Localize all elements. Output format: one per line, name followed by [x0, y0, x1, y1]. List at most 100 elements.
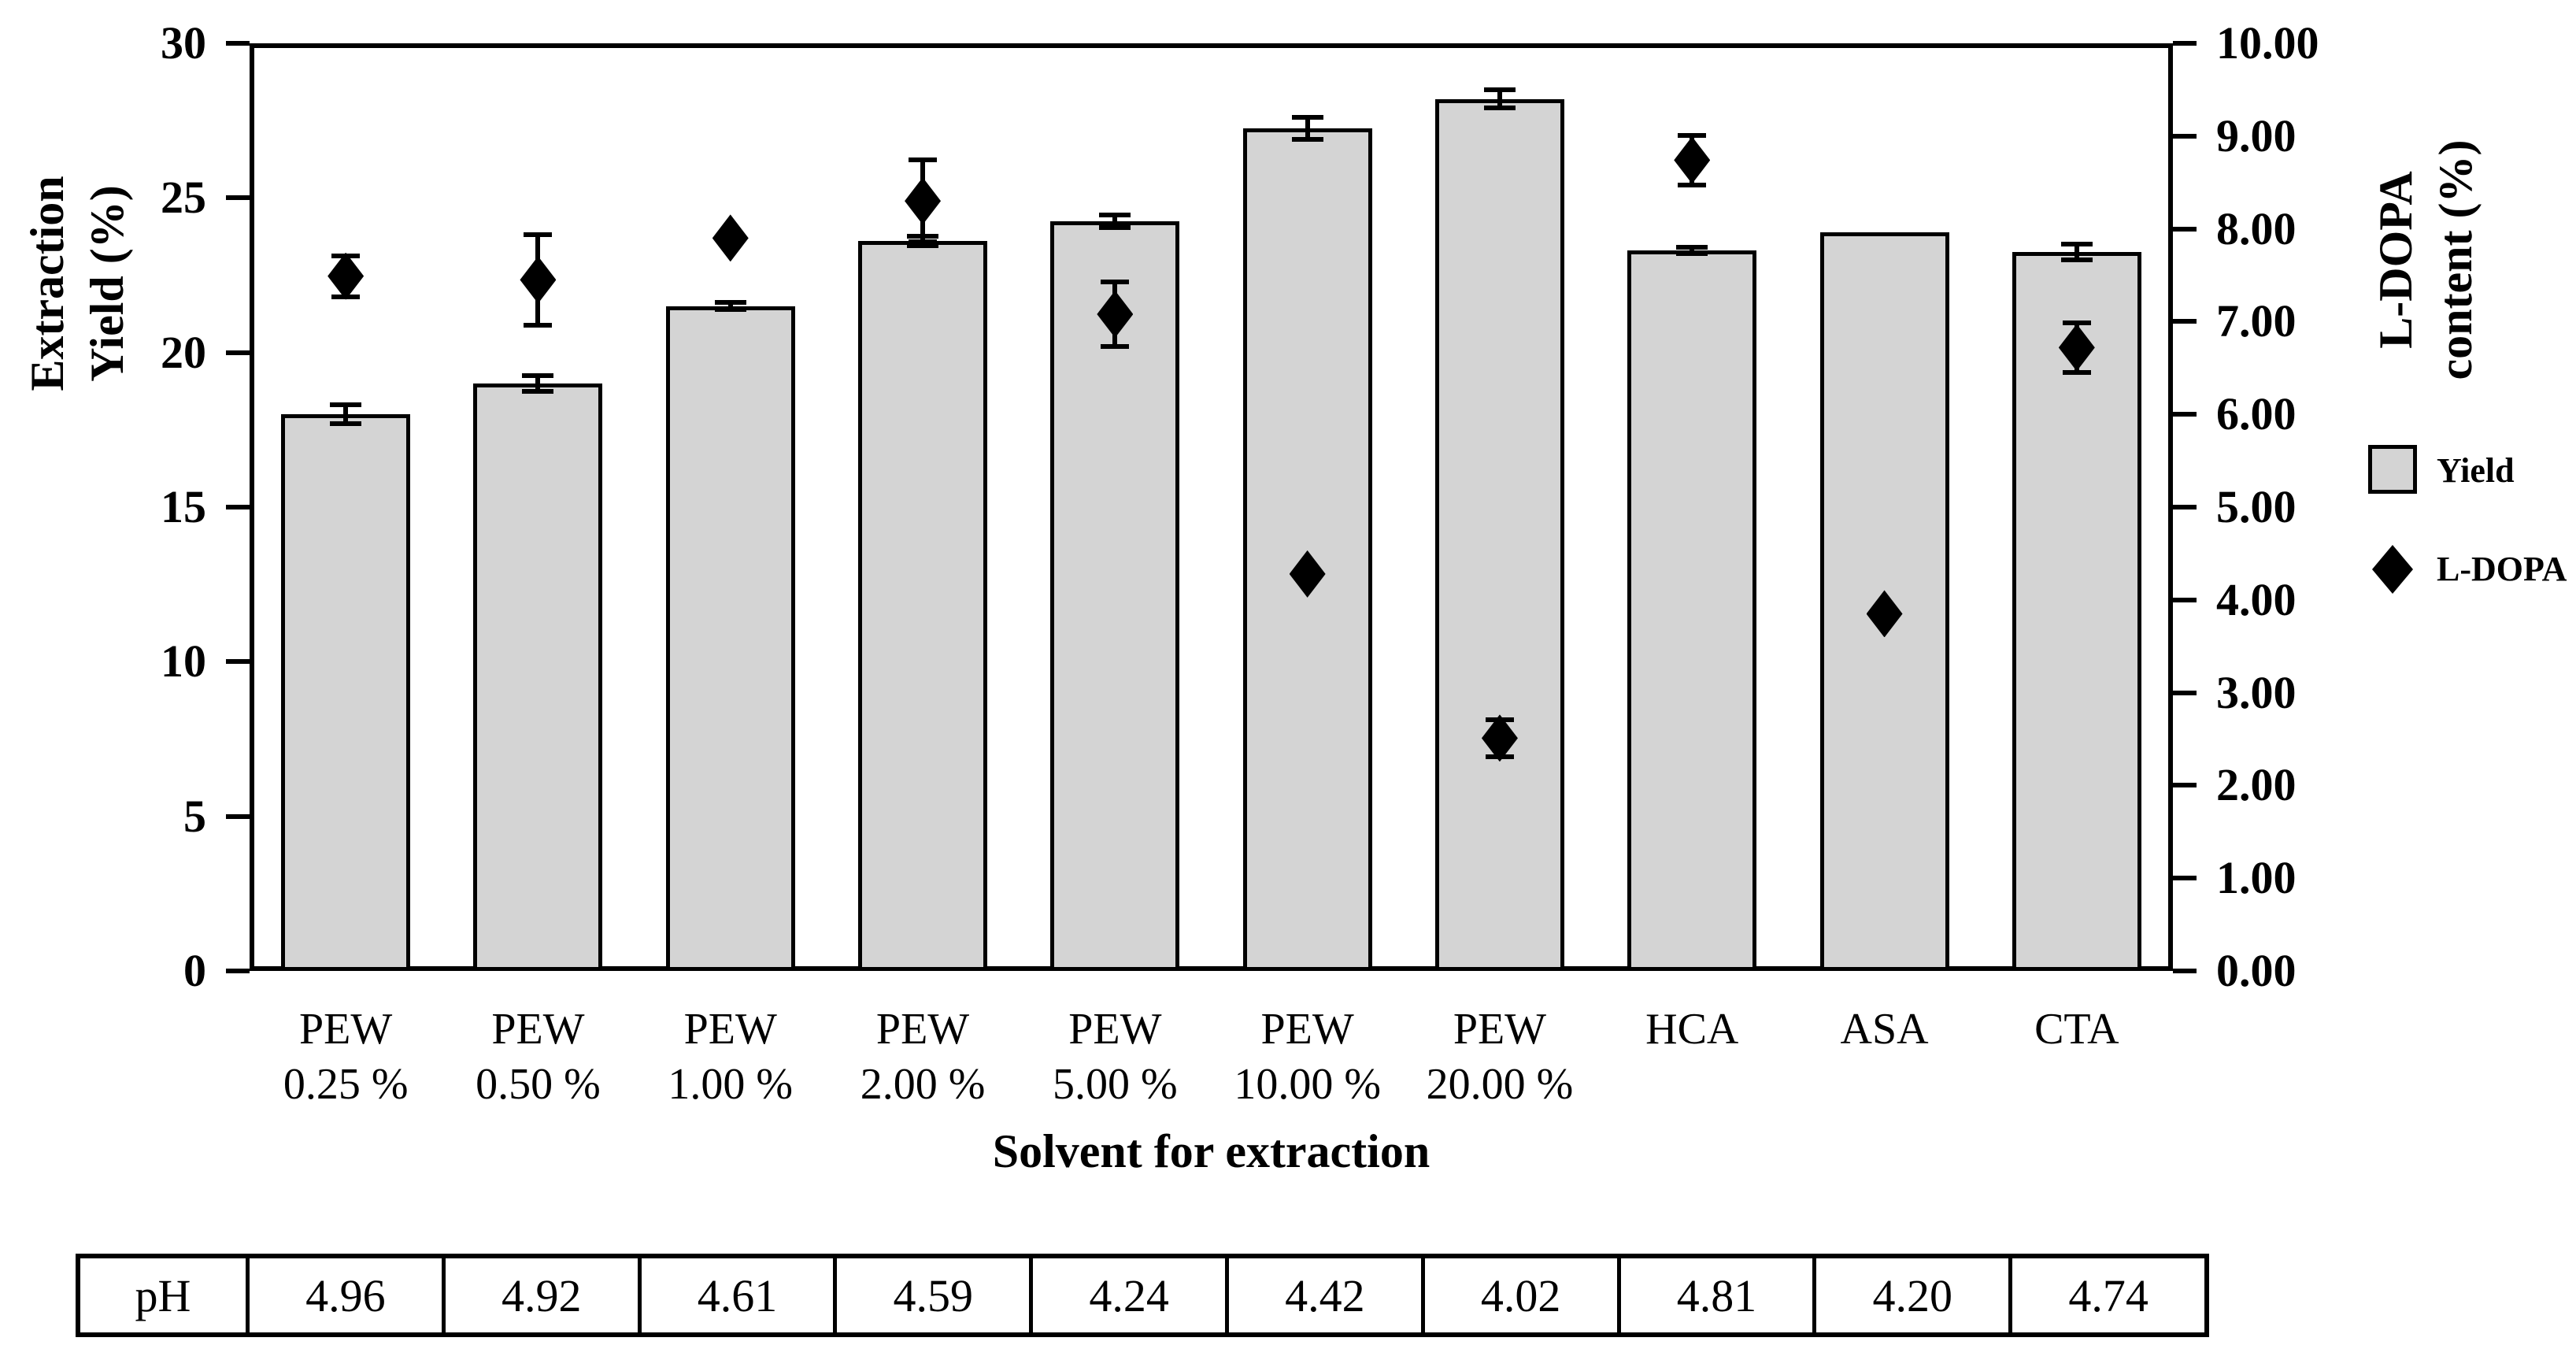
ldopa-error-cap-top [1678, 132, 1707, 138]
yield-bar [1242, 128, 1372, 971]
category-label: PEW 1.00 % [635, 1002, 827, 1112]
left-axis-title-line2: Yield (%) [81, 185, 133, 382]
category-label-line: PEW [1260, 1005, 1354, 1054]
category-label-line: 20.00 % [1426, 1060, 1574, 1109]
category-label: CTA [1981, 1002, 2173, 1057]
right-axis-tick [2173, 597, 2197, 602]
category-label-line: PEW [683, 1005, 777, 1054]
left-axis-tick [226, 195, 250, 201]
category-label: HCA [1596, 1002, 1788, 1057]
yield-error-line [343, 405, 349, 424]
category-label-line: PEW [1453, 1005, 1547, 1054]
ph-table-header: pH [135, 1269, 191, 1321]
left-axis-title-line1: Extraction [21, 176, 73, 391]
left-axis-tick-label: 15 [161, 481, 206, 532]
left-axis-tick-label: 20 [161, 326, 206, 378]
yield-bar [1434, 98, 1564, 971]
yield-error-line [1112, 214, 1118, 228]
ph-value-cell: 4.24 [1029, 1258, 1225, 1332]
right-axis-tick [2173, 133, 2197, 139]
yield-error-cap-top [1676, 245, 1708, 250]
yield-error-line [2074, 244, 2079, 260]
yield-error-line [1305, 117, 1310, 139]
yield-error-cap-top [2060, 242, 2093, 247]
legend-yield-swatch [2368, 445, 2417, 494]
right-axis-tick [2173, 41, 2197, 46]
ph-value-cell: 4.96 [246, 1258, 442, 1332]
category-label: ASA [1788, 1002, 1980, 1057]
left-axis-tick-label: 5 [183, 790, 206, 842]
left-axis-tick-label: 0 [183, 945, 206, 996]
yield-error-cap-bottom [1483, 106, 1516, 111]
right-axis-tick [2173, 319, 2197, 324]
category-label-line: CTA [2034, 1005, 2119, 1054]
x-axis-title: Solvent for extraction [992, 1125, 1430, 1177]
right-axis-tick-label: 2.00 [2216, 759, 2297, 811]
right-axis-tick-label: 3.00 [2216, 666, 2297, 718]
category-label: PEW 5.00 % [1019, 1002, 1211, 1112]
left-axis-tick [226, 41, 250, 46]
ldopa-error-cap-top [524, 232, 553, 237]
yield-bar [281, 414, 411, 971]
right-axis-tick [2173, 783, 2197, 788]
ph-value-cell: 4.81 [1616, 1258, 1813, 1332]
right-axis-tick [2173, 690, 2197, 695]
category-label-line: PEW [491, 1005, 585, 1054]
right-axis-tick [2173, 226, 2197, 232]
ph-value-cell: 4.61 [637, 1258, 834, 1332]
right-axis-tick-label: 9.00 [2216, 109, 2297, 161]
ldopa-error-cap-bottom [524, 323, 553, 328]
yield-error-cap-bottom [907, 243, 939, 249]
left-axis-tick [226, 813, 250, 819]
left-axis-title: Extraction Yield (%) [17, 24, 137, 543]
left-axis-tick [226, 350, 250, 355]
yield-error-cap-bottom [1099, 224, 1131, 230]
ldopa-error-cap-bottom [909, 239, 938, 245]
yield-error-line [1690, 247, 1695, 254]
category-label-line: PEW [299, 1005, 393, 1054]
category-label-line: ASA [1840, 1005, 1929, 1054]
ldopa-error-cap-bottom [1678, 183, 1707, 188]
right-axis-tick-label: 4.00 [2216, 573, 2297, 625]
yield-error-line [535, 376, 541, 391]
category-label: PEW 10.00 % [1212, 1002, 1404, 1112]
legend-yield-label: Yield [2437, 451, 2515, 490]
yield-error-cap-bottom [714, 307, 746, 313]
ph-value-cell: 4.74 [2008, 1258, 2204, 1332]
yield-error-line [1497, 89, 1502, 109]
right-axis-tick-label: 10.00 [2216, 17, 2319, 69]
ph-value-cell: 4.02 [1420, 1258, 1617, 1332]
right-axis-tick [2173, 412, 2197, 417]
ph-table: pH 4.96 4.92 4.61 4.59 4.24 4.42 4.02 4.81 4.20 4… [76, 1254, 2209, 1337]
category-label: PEW 20.00 % [1404, 1002, 1596, 1112]
ldopa-error-cap-bottom [2062, 370, 2091, 376]
category-label-line: 1.00 % [668, 1060, 794, 1109]
right-axis-tick-label: 5.00 [2216, 481, 2297, 532]
ldopa-error-cap-top [1101, 279, 1130, 284]
ldopa-error-cap-top [2062, 320, 2091, 325]
ph-value-cell: 4.59 [833, 1258, 1029, 1332]
right-axis-tick-label: 8.00 [2216, 202, 2297, 254]
left-axis-tick-label: 10 [161, 635, 206, 687]
category-label-line: PEW [1068, 1005, 1162, 1054]
right-axis-tick-label: 6.00 [2216, 388, 2297, 440]
right-axis-tick-label: 7.00 [2216, 295, 2297, 347]
ldopa-error-cap-bottom [1101, 344, 1130, 350]
yield-error-cap-bottom [1676, 251, 1708, 256]
yield-error-cap-top [714, 300, 746, 306]
yield-error-line [727, 302, 733, 310]
category-label-line: 5.00 % [1053, 1060, 1178, 1109]
left-axis-tick-label: 25 [161, 172, 206, 224]
yield-error-cap-bottom [522, 388, 554, 394]
yield-error-cap-top [330, 402, 362, 408]
category-label: PEW 0.50 % [442, 1002, 634, 1112]
ldopa-error-cap-top [909, 157, 938, 163]
ph-value-cell: 4.42 [1224, 1258, 1421, 1332]
left-axis-tick-label: 30 [161, 17, 206, 69]
yield-bar [858, 241, 988, 971]
yield-error-cap-top [1291, 115, 1323, 120]
left-axis-tick [226, 659, 250, 665]
ph-value-cell: 4.20 [1812, 1258, 2008, 1332]
category-label-line: 2.00 % [860, 1060, 986, 1109]
